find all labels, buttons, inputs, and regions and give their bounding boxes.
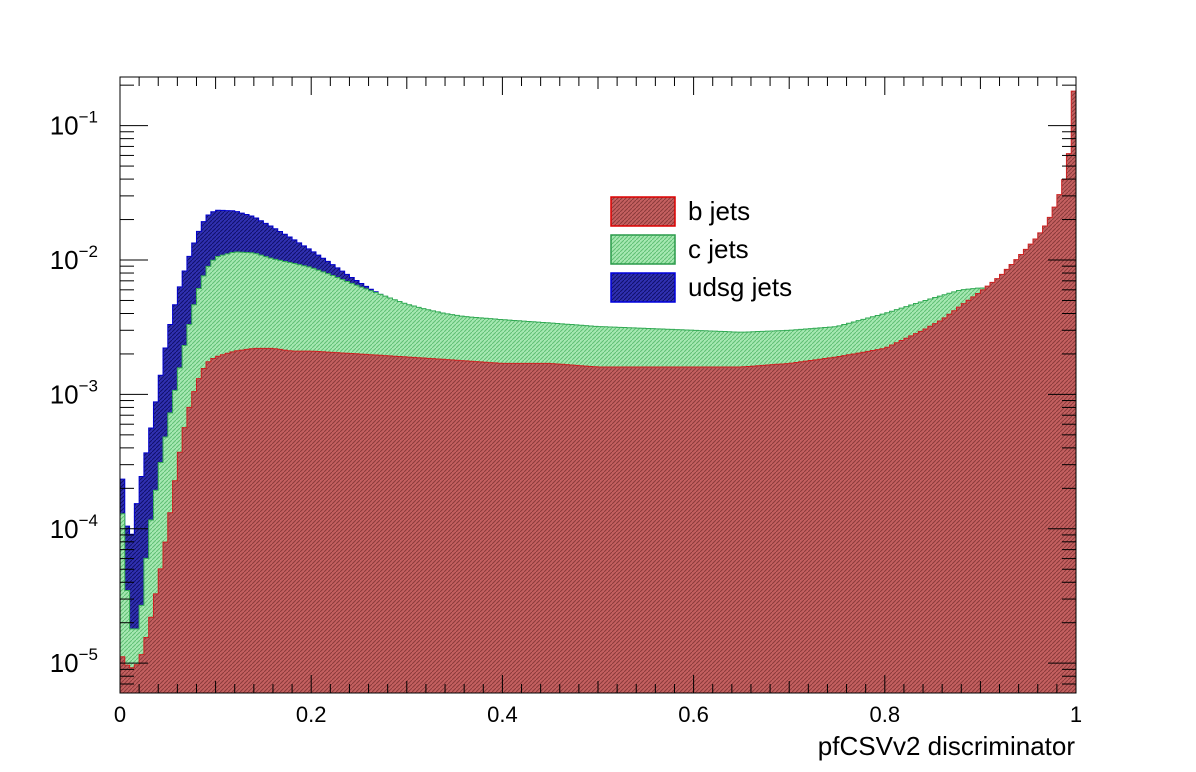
y-tick-label: 10−1 (50, 108, 98, 141)
y-tick-label: 10−3 (50, 376, 98, 409)
series-b-jets (120, 90, 1076, 694)
legend-entry: udsg jets (610, 272, 792, 303)
y-tick-base: 10 (50, 514, 79, 544)
x-axis-label: pfCSVv2 discriminator (818, 731, 1076, 761)
y-tick-base: 10 (50, 379, 79, 409)
series-area (120, 91, 1076, 694)
legend-swatch (610, 272, 676, 303)
plot-area (120, 90, 1076, 694)
y-tick-exponent: −5 (79, 645, 98, 664)
x-tick-label: 1 (1070, 702, 1082, 727)
x-tick-label: 0 (114, 702, 126, 727)
legend-entry: b jets (610, 196, 750, 227)
y-tick-base: 10 (50, 648, 79, 678)
legend-label: udsg jets (688, 272, 792, 302)
y-tick-base: 10 (50, 111, 79, 141)
legend-swatch (610, 196, 676, 227)
x-tick-label: 0.2 (296, 702, 327, 727)
x-tick-label: 0.4 (487, 702, 518, 727)
x-axis: 0 0.2 0.4 0.6 0.8 1 (114, 77, 1082, 727)
legend: b jets c jets udsg jets (610, 196, 792, 303)
y-tick-label: 10−4 (50, 511, 98, 544)
legend-entry: c jets (610, 234, 749, 265)
y-tick-label: 10−5 (50, 645, 98, 678)
x-tick-label: 0.8 (870, 702, 901, 727)
legend-swatch (610, 234, 676, 265)
series-outline (120, 251, 1076, 630)
x-tick-label: 0.6 (678, 702, 709, 727)
series-outline (120, 90, 1076, 669)
y-tick-base: 10 (50, 245, 79, 275)
y-tick-exponent: −2 (79, 242, 98, 261)
y-tick-exponent: −1 (79, 108, 98, 127)
legend-label: c jets (688, 234, 749, 264)
y-tick-label: 10−2 (50, 242, 98, 275)
y-tick-exponent: −4 (79, 511, 98, 530)
y-tick-exponent: −3 (79, 376, 98, 395)
legend-label: b jets (688, 196, 750, 226)
y-axis: 10−110−210−310−410−5 (50, 84, 1076, 694)
